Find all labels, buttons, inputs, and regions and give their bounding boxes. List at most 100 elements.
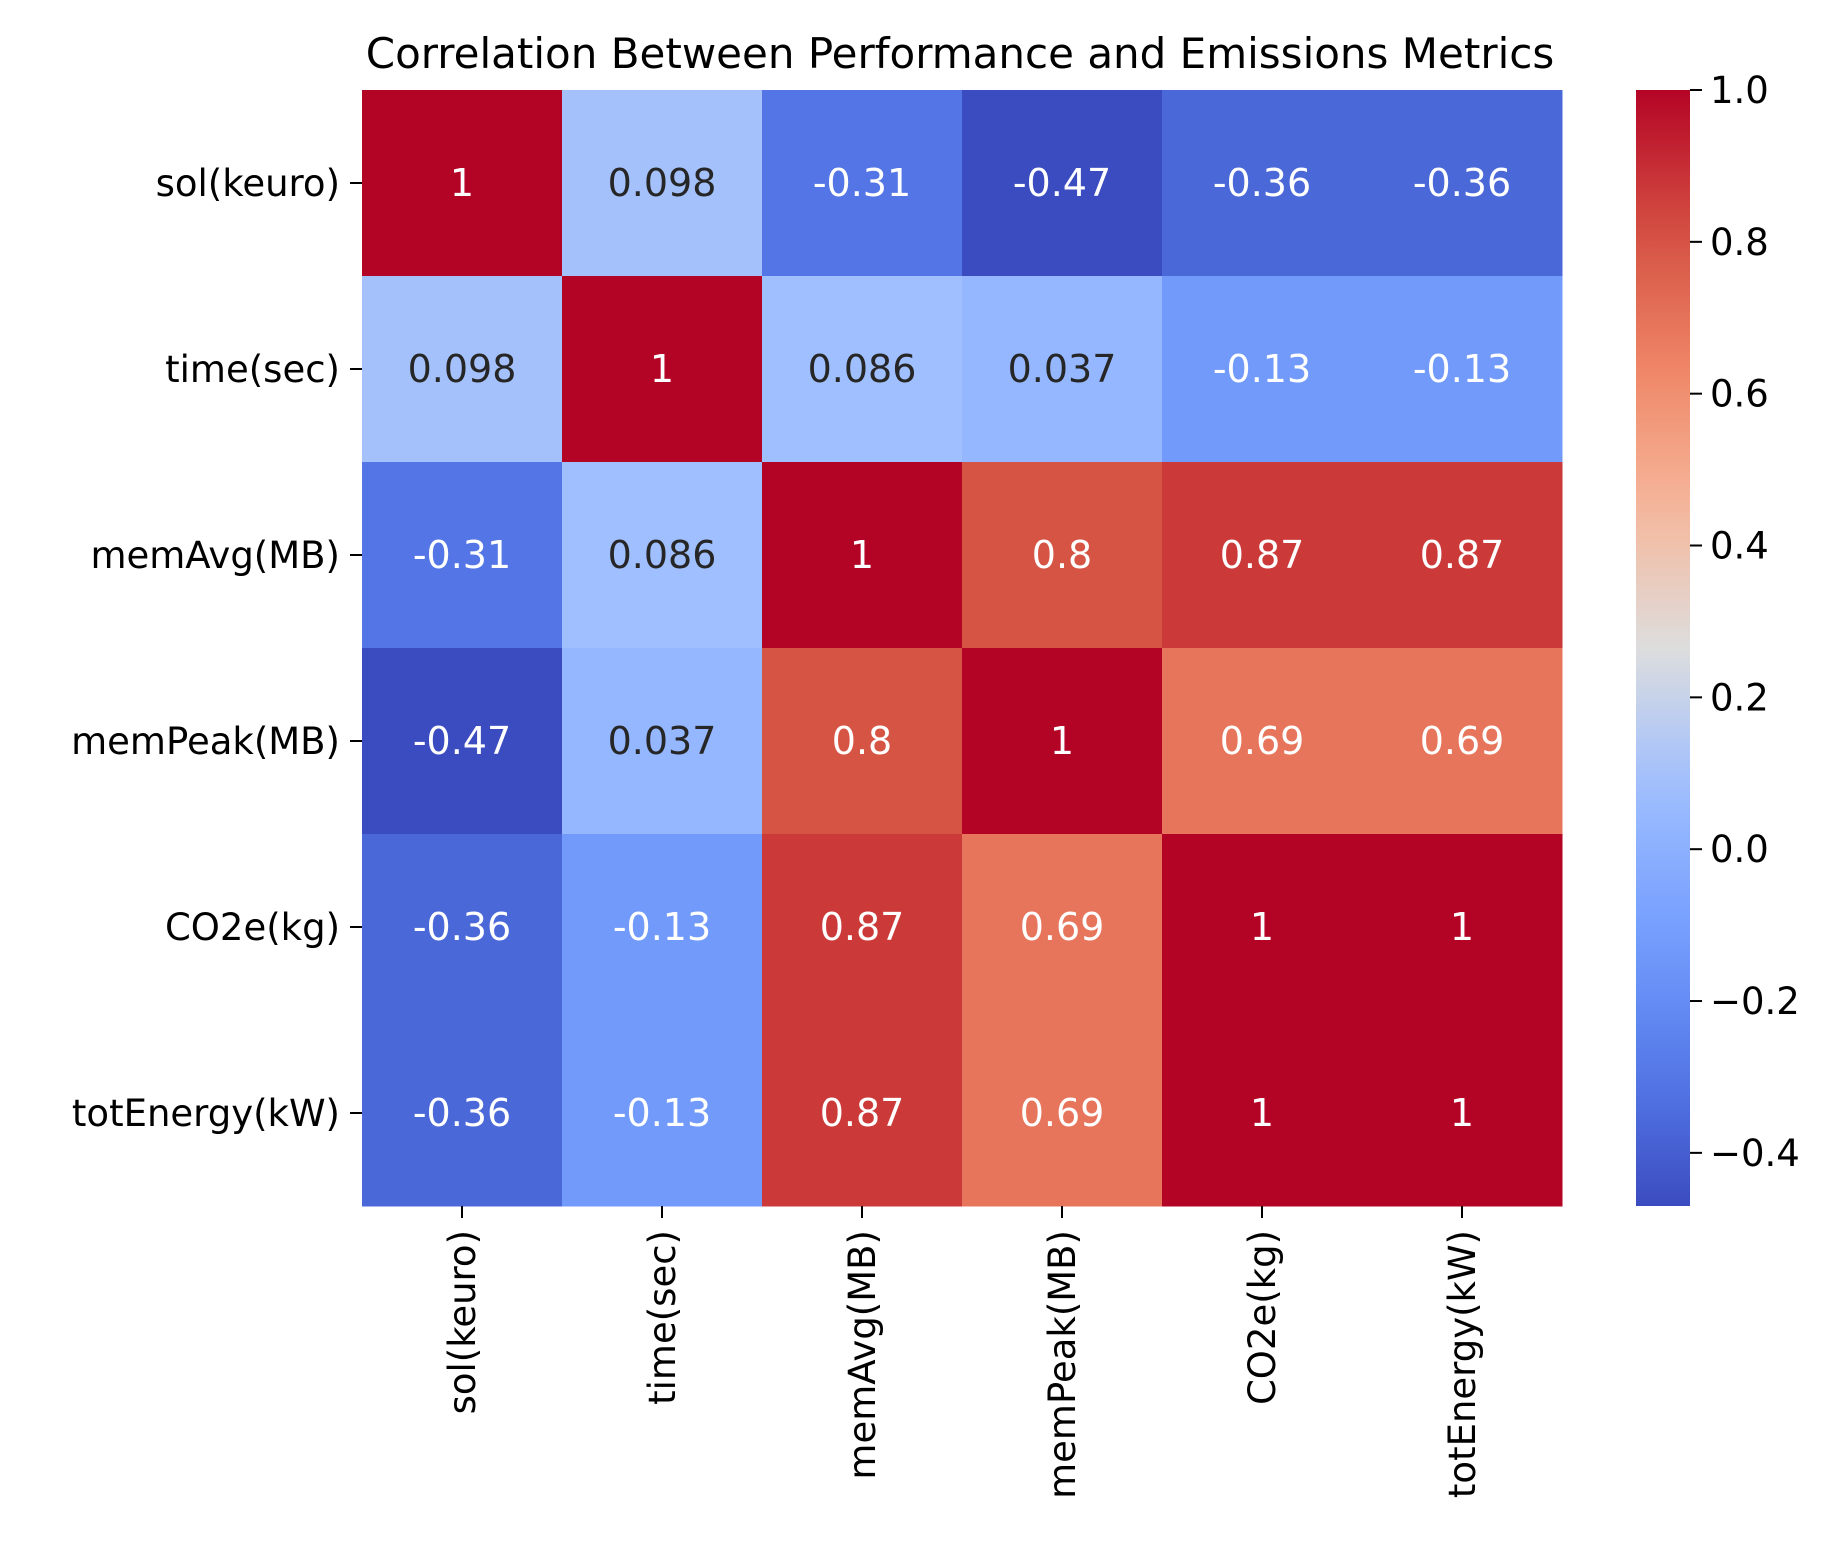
heatmap-cell-label: 0.69 — [1020, 1091, 1105, 1135]
heatmap-cell — [762, 90, 963, 277]
heatmap-cell — [562, 834, 763, 1021]
heatmap-cell-label: 1 — [1250, 1091, 1274, 1135]
x-tick-label: memAvg(MB) — [841, 1230, 884, 1480]
heatmap-cell-label: -0.36 — [1213, 161, 1311, 205]
heatmap-cell — [362, 276, 563, 463]
colorbar-tick-label: 0.4 — [1710, 525, 1769, 568]
heatmap-cell — [1162, 462, 1363, 649]
x-tick-label: time(sec) — [641, 1230, 684, 1405]
chart-title: Correlation Between Performance and Emis… — [366, 29, 1555, 78]
x-tick-label: CO2e(kg) — [1241, 1230, 1284, 1405]
heatmap-cell — [762, 648, 963, 835]
heatmap-cell — [962, 462, 1163, 649]
heatmap-cell-label: 0.098 — [408, 347, 517, 391]
heatmap-cell-label: -0.13 — [613, 1091, 711, 1135]
y-tick-label: totEnergy(kW) — [72, 1092, 340, 1135]
heatmap-cell-label: 1 — [1450, 1091, 1474, 1135]
heatmap-cell — [1362, 462, 1563, 649]
heatmap-cell — [762, 834, 963, 1021]
heatmap-annotations: 1 0.098 -0.31 -0.47 -0.36 -0.36 0.098 1 0.086 0.0… — [408, 161, 1512, 1135]
heatmap-cell-label: 0.87 — [1420, 533, 1505, 577]
heatmap-cell-label: 0.87 — [1220, 533, 1305, 577]
heatmap-cell — [562, 648, 763, 835]
heatmap-cell — [1362, 834, 1563, 1021]
y-tick-label: memAvg(MB) — [90, 534, 340, 577]
heatmap-cell-label: 0.098 — [608, 161, 717, 205]
heatmap-cell — [1362, 90, 1563, 277]
heatmap-cell-label: 1 — [450, 161, 474, 205]
heatmap-cell — [562, 1020, 763, 1207]
heatmap-cell — [1362, 1020, 1563, 1207]
colorbar-tick-label: 0.6 — [1710, 373, 1769, 416]
heatmap-cell — [1162, 90, 1363, 277]
y-axis: sol(keuro) time(sec) memAvg(MB) memPeak(MB)… — [71, 162, 362, 1135]
colorbar-tick-label: 0.0 — [1710, 828, 1769, 871]
x-tick-label: totEnergy(kW) — [1441, 1230, 1484, 1498]
heatmap-cell — [962, 1020, 1163, 1207]
heatmap-cell-label: 0.87 — [820, 1091, 905, 1135]
heatmap-cell-label: -0.47 — [1013, 161, 1111, 205]
heatmap-cell-label: -0.47 — [413, 719, 511, 763]
y-tick-label: sol(keuro) — [156, 162, 340, 205]
heatmap-cell — [362, 1020, 563, 1207]
colorbar-tick-label: −0.4 — [1710, 1132, 1800, 1175]
heatmap-cells — [362, 90, 1563, 1207]
heatmap-cell-label: -0.13 — [613, 905, 711, 949]
heatmap-cell — [1162, 276, 1363, 463]
heatmap-cell — [562, 462, 763, 649]
heatmap-cell — [962, 90, 1163, 277]
colorbar-tick-label: 1.0 — [1710, 69, 1769, 112]
heatmap-cell — [762, 1020, 963, 1207]
heatmap-cell-label: 1 — [1450, 905, 1474, 949]
heatmap-cell — [362, 90, 563, 277]
y-tick-label: CO2e(kg) — [165, 906, 340, 949]
heatmap-cell-label: 0.037 — [1008, 347, 1117, 391]
colorbar-tick-label: 0.8 — [1710, 221, 1769, 264]
heatmap-cell-label: 1 — [1050, 719, 1074, 763]
y-tick-label: time(sec) — [165, 348, 340, 391]
heatmap-cell-label: 0.69 — [1020, 905, 1105, 949]
heatmap-cell-label: 0.037 — [608, 719, 717, 763]
heatmap-cell-label: 1 — [650, 347, 674, 391]
colorbar-tick-label: −0.2 — [1710, 980, 1800, 1023]
x-tick-label: memPeak(MB) — [1041, 1230, 1084, 1499]
heatmap-cell — [762, 462, 963, 649]
heatmap-cell — [362, 648, 563, 835]
heatmap-cell-label: 0.8 — [832, 719, 892, 763]
heatmap-cell-label: -0.13 — [1413, 347, 1511, 391]
heatmap-cell — [762, 276, 963, 463]
heatmap-cell-label: -0.36 — [1413, 161, 1511, 205]
heatmap-cell — [1162, 648, 1363, 835]
x-tick-label: sol(keuro) — [441, 1230, 484, 1414]
heatmap-cell-label: 1 — [850, 533, 874, 577]
heatmap-cell — [962, 276, 1163, 463]
heatmap-cell — [562, 90, 763, 277]
heatmap-cell — [1162, 834, 1363, 1021]
y-tick-label: memPeak(MB) — [71, 720, 340, 763]
heatmap-cell-label: 0.086 — [808, 347, 917, 391]
heatmap-cell — [1362, 648, 1563, 835]
colorbar-tick-label: 0.2 — [1710, 676, 1769, 719]
x-axis: sol(keuro) time(sec) memAvg(MB) memPeak(MB)… — [441, 1206, 1484, 1499]
heatmap-cell — [1362, 276, 1563, 463]
heatmap-cell-label: 0.87 — [820, 905, 905, 949]
heatmap-cell-label: -0.31 — [813, 161, 911, 205]
heatmap-cell-label: 0.8 — [1032, 533, 1092, 577]
heatmap-cell-label: -0.13 — [1213, 347, 1311, 391]
heatmap-cell-label: 0.69 — [1220, 719, 1305, 763]
heatmap-cell-label: -0.31 — [413, 533, 511, 577]
heatmap-cell-label: 1 — [1250, 905, 1274, 949]
heatmap-cell — [962, 834, 1163, 1021]
colorbar-gradient — [1636, 90, 1690, 1206]
heatmap-cell — [962, 648, 1163, 835]
heatmap-cell-label: 0.086 — [608, 533, 717, 577]
heatmap-cell-label: -0.36 — [413, 1091, 511, 1135]
heatmap-cell — [562, 276, 763, 463]
heatmap-cell — [362, 834, 563, 1021]
heatmap-cell-label: 0.69 — [1420, 719, 1505, 763]
heatmap-cell — [1162, 1020, 1363, 1207]
heatmap-cell-label: -0.36 — [413, 905, 511, 949]
colorbar: 1.0 0.8 0.6 0.4 0.2 0.0 −0.2 −0.4 — [1636, 69, 1800, 1206]
heatmap-cell — [362, 462, 563, 649]
